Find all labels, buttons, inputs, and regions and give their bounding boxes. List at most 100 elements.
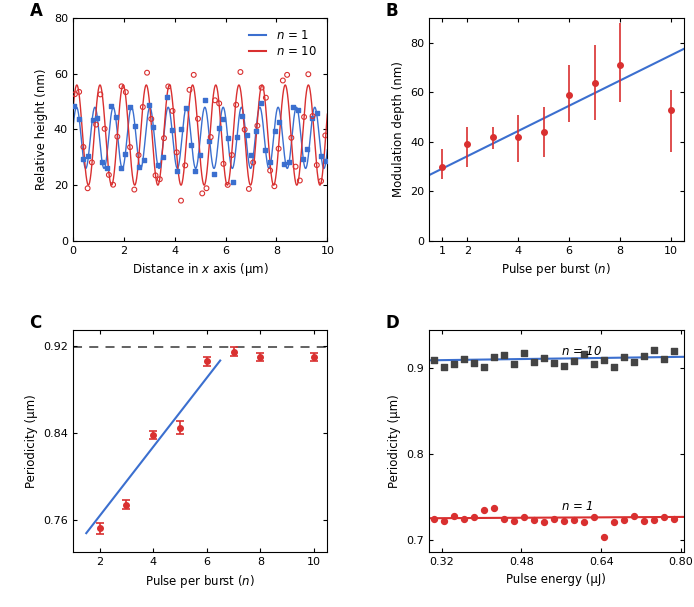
Point xyxy=(171,166,183,175)
Point xyxy=(628,510,639,520)
Y-axis label: Periodicity (μm): Periodicity (μm) xyxy=(388,394,401,488)
Text: $n$ = 1: $n$ = 1 xyxy=(561,500,594,512)
Y-axis label: Periodicity (μm): Periodicity (μm) xyxy=(24,394,37,488)
Point xyxy=(162,81,174,91)
Point xyxy=(293,105,304,115)
Point xyxy=(205,132,217,142)
Point xyxy=(608,518,619,527)
Point xyxy=(214,98,225,108)
Point xyxy=(69,89,81,99)
Point xyxy=(568,515,579,524)
Point xyxy=(648,345,659,355)
Point xyxy=(180,103,192,113)
Point xyxy=(235,67,246,77)
Point xyxy=(180,160,191,170)
Point xyxy=(199,95,210,105)
Point xyxy=(101,163,112,173)
Point xyxy=(125,103,136,112)
Point xyxy=(658,512,669,522)
Point xyxy=(439,362,450,372)
Point xyxy=(139,155,150,164)
Point xyxy=(158,152,169,162)
Point xyxy=(96,157,108,167)
Point xyxy=(286,133,297,143)
Point xyxy=(509,359,520,369)
Point xyxy=(256,83,267,92)
Point xyxy=(223,133,234,143)
Point xyxy=(137,102,149,112)
Point xyxy=(167,125,178,135)
Point xyxy=(83,151,94,161)
Point xyxy=(120,149,131,159)
Point xyxy=(302,144,313,154)
Legend: $n$ = 1, $n$ = 10: $n$ = 1, $n$ = 10 xyxy=(244,24,321,63)
Point xyxy=(548,358,559,368)
Point xyxy=(230,100,242,110)
Point xyxy=(264,166,276,175)
Point xyxy=(539,353,550,363)
Point xyxy=(184,85,195,95)
Point xyxy=(194,151,205,160)
Point xyxy=(668,514,679,524)
Point xyxy=(498,350,509,359)
Point xyxy=(237,112,248,121)
Point xyxy=(459,354,470,364)
Y-axis label: Relative height (nm): Relative height (nm) xyxy=(35,69,49,190)
Point xyxy=(204,136,215,146)
Point xyxy=(142,68,153,78)
Point xyxy=(589,512,600,522)
Point xyxy=(196,189,208,198)
Point xyxy=(598,355,609,365)
Point xyxy=(91,120,102,129)
Point xyxy=(518,512,530,522)
Point xyxy=(103,170,115,180)
Point xyxy=(283,157,294,167)
Point xyxy=(269,126,280,135)
Point xyxy=(146,114,157,124)
Point xyxy=(278,160,289,169)
Point xyxy=(95,90,106,100)
X-axis label: Pulse per burst ($n$): Pulse per burst ($n$) xyxy=(501,261,611,278)
Point xyxy=(218,159,229,169)
Point xyxy=(468,512,480,522)
Point xyxy=(509,516,520,526)
Text: $n$ = 10: $n$ = 10 xyxy=(561,345,602,359)
Point xyxy=(589,359,600,369)
Point xyxy=(239,124,251,134)
Point xyxy=(78,155,89,164)
Point xyxy=(99,124,110,134)
Point xyxy=(498,514,509,524)
Point xyxy=(489,352,500,362)
Point xyxy=(92,114,103,123)
Point xyxy=(448,510,459,520)
Point xyxy=(120,87,131,97)
Point xyxy=(307,111,318,121)
Point xyxy=(489,503,500,513)
X-axis label: Pulse energy (μJ): Pulse energy (μJ) xyxy=(507,573,607,586)
Point xyxy=(201,183,212,193)
Point xyxy=(158,134,169,143)
Point xyxy=(528,515,539,524)
Point xyxy=(518,348,530,358)
Point xyxy=(439,516,450,526)
Point xyxy=(282,70,293,80)
Point xyxy=(129,185,140,194)
Point xyxy=(143,101,154,110)
Point xyxy=(658,354,669,364)
Point xyxy=(210,95,221,105)
Text: C: C xyxy=(30,314,42,331)
Point xyxy=(244,184,255,194)
Point xyxy=(558,361,569,371)
Point xyxy=(153,160,164,170)
Point xyxy=(106,101,117,110)
Point xyxy=(124,142,135,152)
Point xyxy=(264,157,276,167)
Point xyxy=(303,69,314,79)
Point xyxy=(246,150,257,160)
Point xyxy=(628,358,639,367)
Point xyxy=(69,101,80,110)
Point xyxy=(297,154,308,163)
Point xyxy=(154,174,165,184)
Point xyxy=(478,362,489,371)
Point xyxy=(218,114,229,124)
